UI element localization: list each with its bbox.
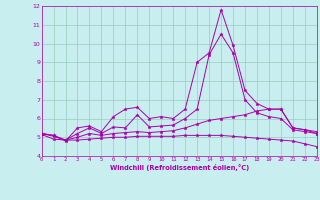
X-axis label: Windchill (Refroidissement éolien,°C): Windchill (Refroidissement éolien,°C) xyxy=(109,164,249,171)
